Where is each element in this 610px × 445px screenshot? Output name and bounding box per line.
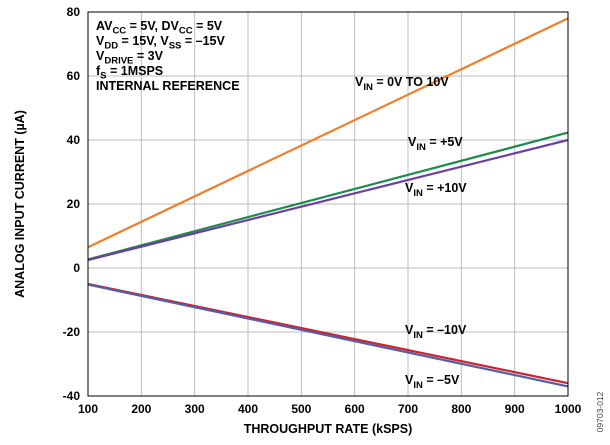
y-tick-label: 80	[67, 5, 81, 19]
series-labels: VIN = 0V TO 10V VIN = +5V VIN = +10V VIN = …	[355, 75, 467, 391]
series-label: VIN = –10V	[405, 323, 467, 341]
x-tick-label: 500	[291, 402, 311, 416]
y-tick-label: 20	[67, 197, 81, 211]
x-tick-label: 200	[131, 402, 151, 416]
condition-line: fS = 1MSPS	[96, 64, 163, 82]
x-tick-label: 100	[78, 402, 98, 416]
y-tick-label: 60	[67, 69, 81, 83]
y-tick-labels: -40 -20 0 20 40 60 80	[63, 5, 81, 403]
series-label: VIN = +10V	[405, 181, 467, 199]
x-tick-label: 800	[451, 402, 471, 416]
x-tick-labels: 100 200 300 400 500 600 700 800 900 1000	[78, 402, 582, 416]
x-tick-label: 900	[505, 402, 525, 416]
x-tick-label: 1000	[555, 402, 582, 416]
condition-line: VDD = 15V, VSS = –15V	[96, 34, 225, 52]
series-line	[87, 283, 569, 388]
y-tick-label: -20	[63, 325, 81, 339]
x-tick-label: 600	[345, 402, 365, 416]
series-label: VIN = –5V	[405, 373, 460, 391]
series-label: VIN = +5V	[408, 135, 463, 153]
x-axis-label: THROUGHPUT RATE (kSPS)	[244, 422, 413, 436]
y-axis-label: ANALOG INPUT CURRENT (µA)	[13, 110, 27, 298]
condition-line: VDRIVE = 3V	[96, 49, 164, 67]
x-tick-label: 400	[238, 402, 258, 416]
y-tick-label: 40	[67, 133, 81, 147]
series-label: VIN = 0V TO 10V	[355, 75, 449, 93]
series-line	[87, 131, 569, 261]
plot-frame	[87, 11, 569, 397]
condition-line: INTERNAL REFERENCE	[96, 79, 240, 93]
condition-line: AVCC = 5V, DVCC = 5V	[96, 19, 223, 37]
series-line	[87, 138, 569, 262]
x-tick-label: 700	[398, 402, 418, 416]
y-tick-label: 0	[73, 261, 80, 275]
series-line	[87, 17, 569, 249]
figure-id: 09703-012	[595, 391, 605, 432]
y-tick-label: -40	[63, 389, 81, 403]
series-group	[87, 17, 569, 388]
x-tick-label: 300	[185, 402, 205, 416]
